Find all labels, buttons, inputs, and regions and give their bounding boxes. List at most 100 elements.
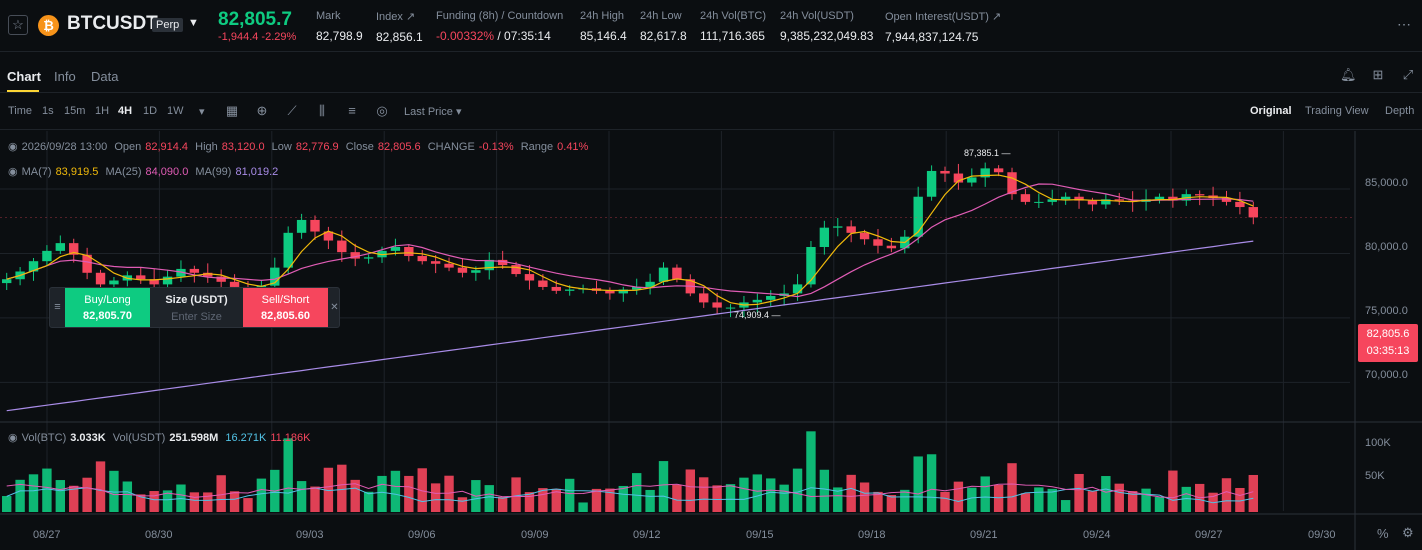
volume-bar <box>444 475 454 512</box>
ticker-header: ☆ ₿ BTCUSDT Perp ▼ 82,805.7 -1,944.4 -2.… <box>0 0 1422 52</box>
candle-body <box>350 252 360 259</box>
volume-bar <box>1020 493 1031 512</box>
expand-icon[interactable]: ⤢ <box>1402 67 1414 82</box>
volume-bar <box>913 456 923 512</box>
eye-icon: ◉ <box>8 166 18 178</box>
volume-bar <box>95 461 106 512</box>
stat-24h-high: 24h High 85,146.4 <box>580 10 627 43</box>
interval-1s[interactable]: 1s <box>42 105 54 117</box>
candle-body <box>323 231 334 241</box>
candle-body <box>296 219 307 233</box>
interval-1d[interactable]: 1D <box>143 105 158 117</box>
volume-bar <box>350 479 360 512</box>
chart-settings-icon[interactable]: ≡ <box>348 103 356 118</box>
low-marker: 74,909.4 — <box>734 310 781 320</box>
candle-body <box>136 275 146 280</box>
candle-body <box>203 272 213 277</box>
candle-body <box>846 226 856 233</box>
volume-bar <box>28 474 39 512</box>
candle-body <box>28 261 39 272</box>
vol-ma-line <box>6 487 1254 504</box>
candle-body <box>149 279 159 285</box>
grid-settings-icon[interactable]: ⊞ <box>1372 67 1384 82</box>
candle-type-icon[interactable]: ⫼ <box>319 103 325 118</box>
percent-toggle[interactable]: % <box>1377 526 1389 541</box>
eye-icon: ◉ <box>8 432 18 444</box>
volume-bar <box>900 489 910 512</box>
volume-bar <box>618 485 628 512</box>
view-original[interactable]: Original <box>1250 105 1292 117</box>
tab-info[interactable]: Info <box>54 69 76 84</box>
date-axis-label: 09/18 <box>858 529 886 541</box>
size-input[interactable]: Size (USDT) Enter Size <box>165 294 228 323</box>
candle-body <box>953 173 964 183</box>
drag-handle-icon[interactable]: ≡ <box>54 301 61 313</box>
volume-bar <box>377 475 387 512</box>
volume-bar <box>484 485 494 512</box>
stat-24h-low: 24h Low 82,617.8 <box>640 10 687 43</box>
candle-body <box>270 267 280 286</box>
candle-body <box>430 261 441 264</box>
vol-axis-label: 50K <box>1365 470 1385 482</box>
date-axis-label: 09/30 <box>1308 529 1336 541</box>
candle-body <box>404 247 414 257</box>
calendar-icon[interactable]: ▦ <box>225 103 239 118</box>
chart-area[interactable]: ◉ 2026/09/28 13:00 Open 82,914.4 High 83,12… <box>0 131 1422 550</box>
axis-settings-icon[interactable]: ⚙ <box>1402 525 1414 540</box>
volume-bar <box>390 470 401 512</box>
stat-index[interactable]: Index ↗ 82,856.1 <box>376 11 423 44</box>
buy-long-button[interactable]: Buy/Long 82,805.70 <box>65 288 150 327</box>
view-trading-view[interactable]: Trading View <box>1305 105 1369 117</box>
volume-bar <box>363 491 374 512</box>
date-axis-label: 08/30 <box>145 529 173 541</box>
volume-bar <box>430 483 441 512</box>
volume-bar <box>1221 478 1232 512</box>
candle-body <box>216 276 226 282</box>
interval-1h[interactable]: 1H <box>95 105 110 117</box>
candle-body <box>1047 199 1057 202</box>
chart-tabs: Chart Info Data 🔔︎ ⊞ ⤢ <box>0 57 1422 93</box>
add-indicator-icon[interactable]: ⊕ <box>256 103 268 118</box>
volume-bar <box>967 487 977 512</box>
interval-4h[interactable]: 4H <box>118 105 133 117</box>
date-axis-label: 09/09 <box>521 529 549 541</box>
candle-body <box>42 250 52 262</box>
volume-bar <box>1168 470 1178 512</box>
price-type-selector[interactable]: Last Price ▾ <box>404 106 462 118</box>
target-icon[interactable]: ◎ <box>376 103 388 118</box>
volume-bar <box>457 497 468 512</box>
interval-1w[interactable]: 1W <box>167 105 184 117</box>
tab-chart[interactable]: Chart <box>7 69 41 84</box>
volume-bar <box>739 477 749 512</box>
candle-body <box>484 259 494 271</box>
price-axis-label: 70,000.0 <box>1365 369 1408 381</box>
favorite-star-icon[interactable]: ☆ <box>8 15 28 35</box>
volume-bar <box>310 486 320 512</box>
volume-bar <box>1047 488 1057 512</box>
volume-bar <box>1154 496 1165 512</box>
interval-15m[interactable]: 15m <box>64 105 86 117</box>
candle-body <box>162 276 173 285</box>
bell-icon[interactable]: 🔔︎ <box>1340 67 1357 82</box>
volume-bar <box>980 476 990 512</box>
volume-bar <box>1074 473 1084 512</box>
line-chart-icon[interactable]: ⟋ <box>287 103 297 118</box>
volume-bar <box>886 494 897 512</box>
sell-short-button[interactable]: Sell/Short 82,805.60 <box>243 288 328 327</box>
candle-body <box>1034 201 1044 203</box>
symbol-name[interactable]: BTCUSDT <box>67 13 158 34</box>
tab-data[interactable]: Data <box>91 69 119 84</box>
interval-dropdown-icon[interactable]: ▾ <box>199 106 205 118</box>
candle-body <box>618 289 628 294</box>
candle-body <box>189 268 200 273</box>
view-depth[interactable]: Depth <box>1385 105 1415 117</box>
volume-bar <box>672 484 682 512</box>
symbol-dropdown-icon[interactable]: ▼ <box>188 17 199 29</box>
stat-open-interest[interactable]: Open Interest(USDT) ↗ 7,944,837,124.75 <box>885 11 1002 44</box>
candlestick-chart[interactable] <box>0 131 1422 550</box>
close-icon[interactable]: ✕ <box>330 302 339 313</box>
candle-body <box>913 196 923 237</box>
eye-icon: ◉ <box>8 141 18 153</box>
interval-time[interactable]: Time <box>8 105 33 117</box>
more-options-icon[interactable]: ⋯ <box>1397 16 1412 32</box>
